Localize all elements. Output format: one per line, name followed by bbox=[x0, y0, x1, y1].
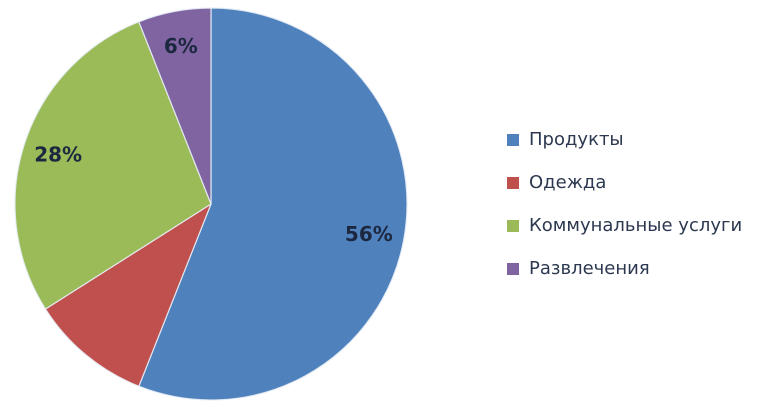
legend-item-utilities: Коммунальные услуги bbox=[507, 215, 742, 236]
legend-swatch-icon bbox=[507, 133, 519, 146]
legend-label: Коммунальные услуги bbox=[529, 215, 743, 236]
chart-legend: Продукты Одежда Коммунальные услуги Разв… bbox=[507, 129, 742, 279]
legend-label: Развлечения bbox=[529, 258, 650, 279]
pie-slice-3 bbox=[138, 7, 212, 205]
legend-label: Продукты bbox=[529, 129, 624, 150]
pie-slice-2 bbox=[14, 21, 212, 310]
pie-data-label: 28% bbox=[34, 142, 82, 166]
pie-slice-1 bbox=[44, 203, 212, 387]
legend-label: Одежда bbox=[529, 172, 607, 193]
legend-swatch-icon bbox=[507, 262, 519, 275]
legend-item-clothes: Одежда bbox=[507, 172, 742, 193]
legend-item-entertainment: Развлечения bbox=[507, 258, 742, 279]
legend-swatch-icon bbox=[507, 219, 519, 232]
pie-data-label: 6% bbox=[164, 34, 198, 58]
pie-data-label: 56% bbox=[345, 222, 393, 246]
pie-slice-0 bbox=[138, 7, 408, 401]
legend-item-products: Продукты bbox=[507, 129, 742, 150]
legend-swatch-icon bbox=[507, 176, 519, 189]
